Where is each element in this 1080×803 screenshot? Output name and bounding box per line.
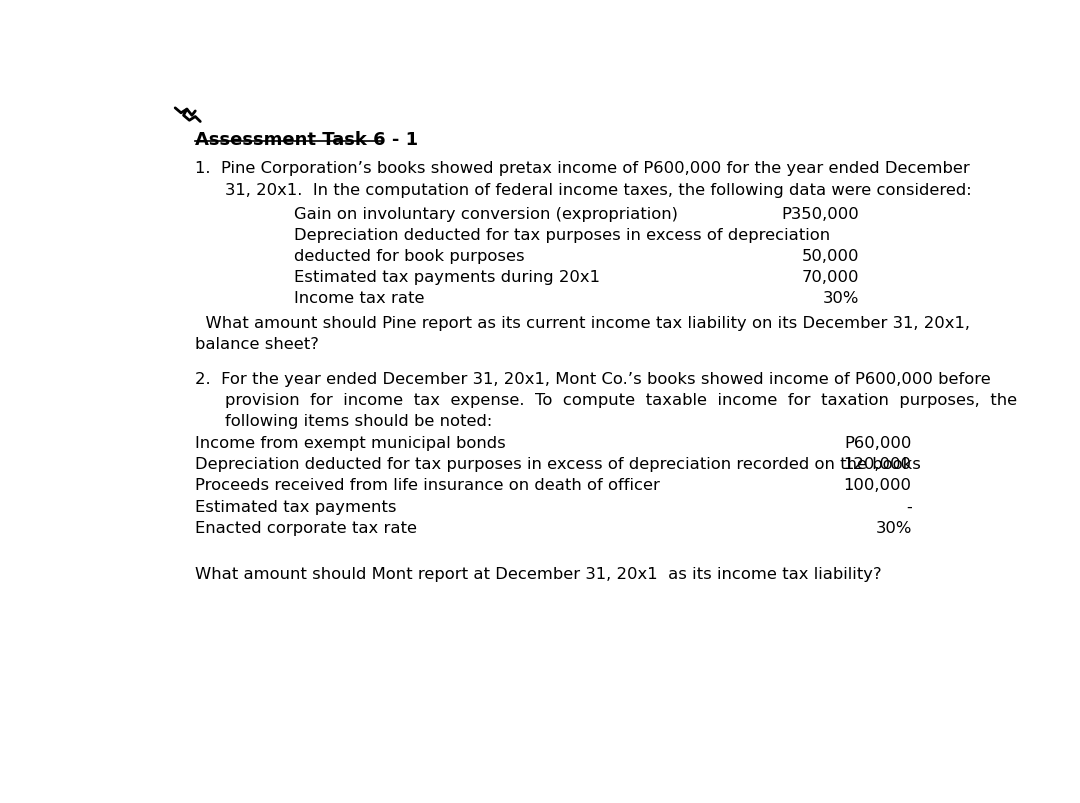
Text: 31, 20x1.  In the computation of federal income taxes, the following data were c: 31, 20x1. In the computation of federal … bbox=[226, 182, 972, 198]
Text: Income from exempt municipal bonds: Income from exempt municipal bonds bbox=[195, 436, 507, 450]
Text: Depreciation deducted for tax purposes in excess of depreciation recorded on the: Depreciation deducted for tax purposes i… bbox=[195, 457, 921, 472]
Text: 2.  For the year ended December 31, 20x1, Mont Co.’s books showed income of P600: 2. For the year ended December 31, 20x1,… bbox=[195, 372, 991, 386]
Text: 100,000: 100,000 bbox=[843, 478, 912, 493]
Text: Enacted corporate tax rate: Enacted corporate tax rate bbox=[195, 520, 417, 535]
Text: P350,000: P350,000 bbox=[781, 206, 859, 222]
Text: Depreciation deducted for tax purposes in excess of depreciation: Depreciation deducted for tax purposes i… bbox=[294, 227, 831, 243]
Text: Income tax rate: Income tax rate bbox=[294, 291, 424, 305]
Text: 70,000: 70,000 bbox=[801, 270, 859, 284]
Text: 30%: 30% bbox=[823, 291, 859, 305]
Text: Assessment Task 6 - 1: Assessment Task 6 - 1 bbox=[195, 130, 418, 149]
Text: balance sheet?: balance sheet? bbox=[195, 337, 319, 352]
Text: Proceeds received from life insurance on death of officer: Proceeds received from life insurance on… bbox=[195, 478, 660, 493]
Text: Gain on involuntary conversion (expropriation): Gain on involuntary conversion (expropri… bbox=[294, 206, 678, 222]
Text: 120,000: 120,000 bbox=[843, 457, 912, 472]
Text: deducted for book purposes: deducted for book purposes bbox=[294, 248, 525, 263]
Text: 1.  Pine Corporation’s books showed pretax income of P600,000 for the year ended: 1. Pine Corporation’s books showed preta… bbox=[195, 161, 970, 177]
Text: following items should be noted:: following items should be noted: bbox=[226, 414, 492, 429]
Text: 50,000: 50,000 bbox=[801, 248, 859, 263]
Text: -: - bbox=[906, 499, 912, 514]
Text: P60,000: P60,000 bbox=[845, 436, 912, 450]
Text: Estimated tax payments during 20x1: Estimated tax payments during 20x1 bbox=[294, 270, 600, 284]
Text: What amount should Pine report as its current income tax liability on its Decemb: What amount should Pine report as its cu… bbox=[195, 316, 970, 331]
Text: provision  for  income  tax  expense.  To  compute  taxable  income  for  taxati: provision for income tax expense. To com… bbox=[226, 393, 1017, 407]
Text: 30%: 30% bbox=[876, 520, 912, 535]
Text: What amount should Mont report at December 31, 20x1  as its income tax liability: What amount should Mont report at Decemb… bbox=[195, 566, 882, 581]
Text: Estimated tax payments: Estimated tax payments bbox=[195, 499, 396, 514]
